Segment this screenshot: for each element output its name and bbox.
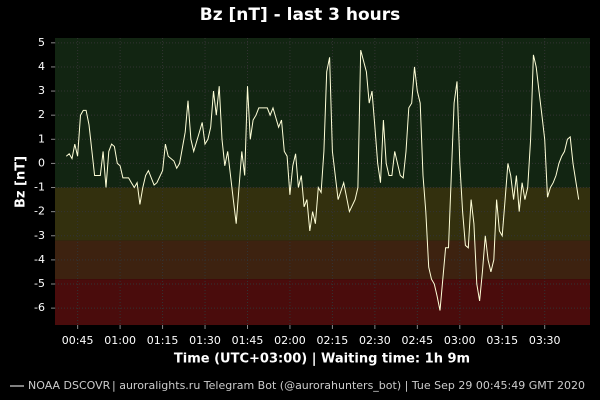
x-tick-label: 02:30 (359, 334, 391, 347)
y-tick-label: 3 (38, 84, 45, 97)
x-tick-label: 01:30 (189, 334, 221, 347)
x-tick-label: 02:45 (401, 334, 433, 347)
legend-label: NOAA DSCOVR (28, 379, 111, 392)
plot-area (55, 38, 590, 325)
data-line (65, 49, 580, 311)
y-axis-label: Bz [nT] (14, 156, 29, 208)
x-tick-label: 02:15 (317, 334, 349, 347)
x-tick-label: 01:00 (104, 334, 136, 347)
x-tick-label: 01:15 (147, 334, 179, 347)
x-tick-label: 03:00 (444, 334, 476, 347)
y-tick-label: -2 (34, 205, 45, 218)
y-tick-label: -4 (34, 253, 45, 266)
x-tick-label: 03:30 (529, 334, 561, 347)
x-tick-label: 00:45 (62, 334, 94, 347)
y-tick-label: -6 (34, 301, 45, 314)
footer: | auroralights.ru Telegram Bot (@aurorah… (112, 379, 585, 392)
chart-title: Bz [nT] - last 3 hours (200, 5, 401, 25)
x-tick-label: 02:00 (274, 334, 306, 347)
y-tick-label: 1 (38, 132, 45, 145)
y-tick-label: -3 (34, 229, 45, 242)
x-tick-label: 01:45 (232, 334, 264, 347)
band (55, 38, 590, 188)
band (55, 279, 590, 325)
x-axis-label: Time (UTC+03:00) | Waiting time: 1h 9m (174, 352, 470, 367)
y-tick-label: 2 (38, 108, 45, 121)
y-tick-label: 4 (38, 60, 45, 73)
y-tick-label: -5 (34, 277, 45, 290)
y-tick-label: 0 (38, 156, 45, 169)
y-tick-label: -1 (34, 181, 45, 194)
band (55, 187, 590, 241)
y-tick-label: 5 (38, 36, 45, 49)
x-tick-label: 03:15 (486, 334, 518, 347)
